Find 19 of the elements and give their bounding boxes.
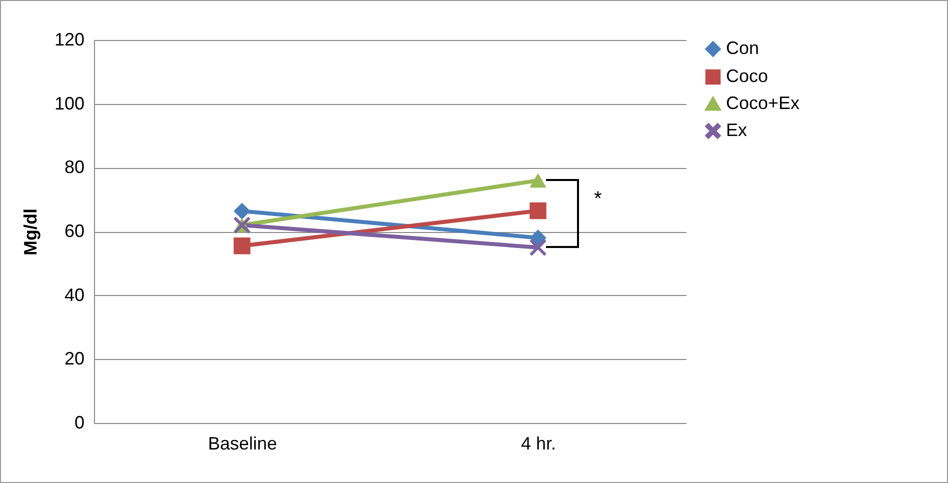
x-tick-label: 4 hr. [520, 434, 556, 454]
legend-label: Coco+Ex [726, 93, 800, 113]
y-tick-label: 120 [54, 30, 84, 50]
y-tick-label: 60 [64, 221, 84, 241]
y-axis-title: Mg/dl [20, 208, 40, 256]
y-tick-label: 100 [54, 93, 84, 114]
point [530, 239, 546, 256]
legend-label: Con [726, 38, 760, 58]
y-tick-label: 20 [64, 348, 84, 369]
point [234, 237, 250, 254]
y-tick-label: 40 [64, 284, 84, 305]
legend-label: Coco [726, 66, 768, 86]
legend-label: Ex [726, 120, 748, 140]
point [234, 202, 250, 220]
point [530, 202, 546, 220]
x-tick-label: Baseline [208, 434, 278, 454]
annotation: * [594, 188, 602, 212]
y-tick-label: 80 [64, 157, 84, 178]
y-tick-label: 0 [74, 412, 84, 432]
